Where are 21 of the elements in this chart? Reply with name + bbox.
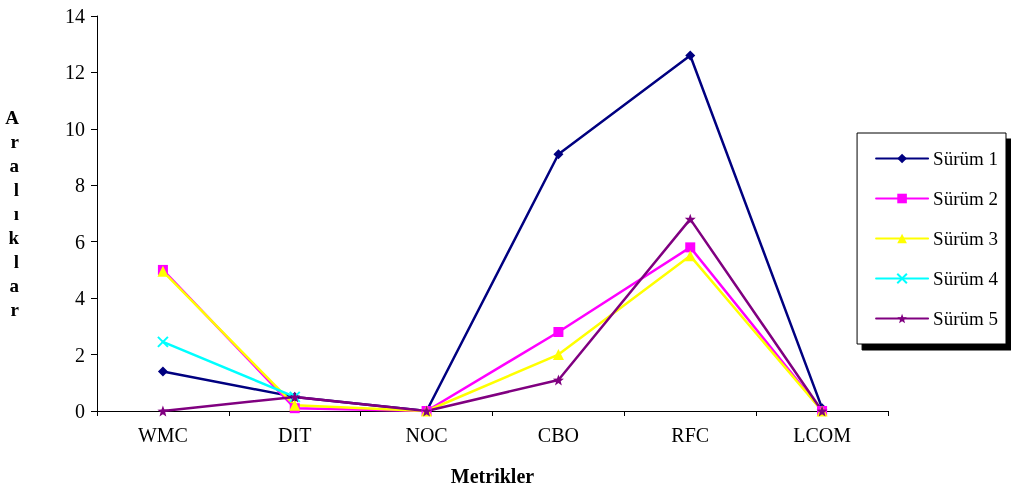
x-tick-label: RFC	[671, 424, 710, 446]
x-tick-label: DIT	[278, 424, 312, 446]
legend-label: Sürüm 2	[933, 188, 999, 209]
x-tick-label: NOC	[405, 424, 448, 446]
x-tick-label: CBO	[537, 424, 579, 446]
y-tick-label: 8	[75, 174, 85, 197]
legend-label: Sürüm 3	[933, 228, 999, 249]
legend-label: Sürüm 4	[933, 268, 999, 289]
legend-label: Sürüm 5	[933, 308, 999, 329]
legend-label: Sürüm 1	[933, 148, 999, 169]
y-tick-label: 10	[65, 117, 85, 140]
x-tick-label: LCOM	[793, 424, 852, 446]
y-tick-label: 12	[65, 61, 85, 84]
x-tick-label: WMC	[137, 424, 188, 446]
y-tick-label: 0	[75, 400, 85, 422]
text: Aralıklar	[5, 107, 19, 320]
x-axis-title: Metrikler	[450, 465, 535, 487]
y-tick-label: 2	[75, 343, 85, 366]
y-tick-label: 14	[65, 5, 85, 27]
y-tick-label: 4	[75, 287, 85, 310]
y-tick-label: 6	[75, 230, 85, 253]
